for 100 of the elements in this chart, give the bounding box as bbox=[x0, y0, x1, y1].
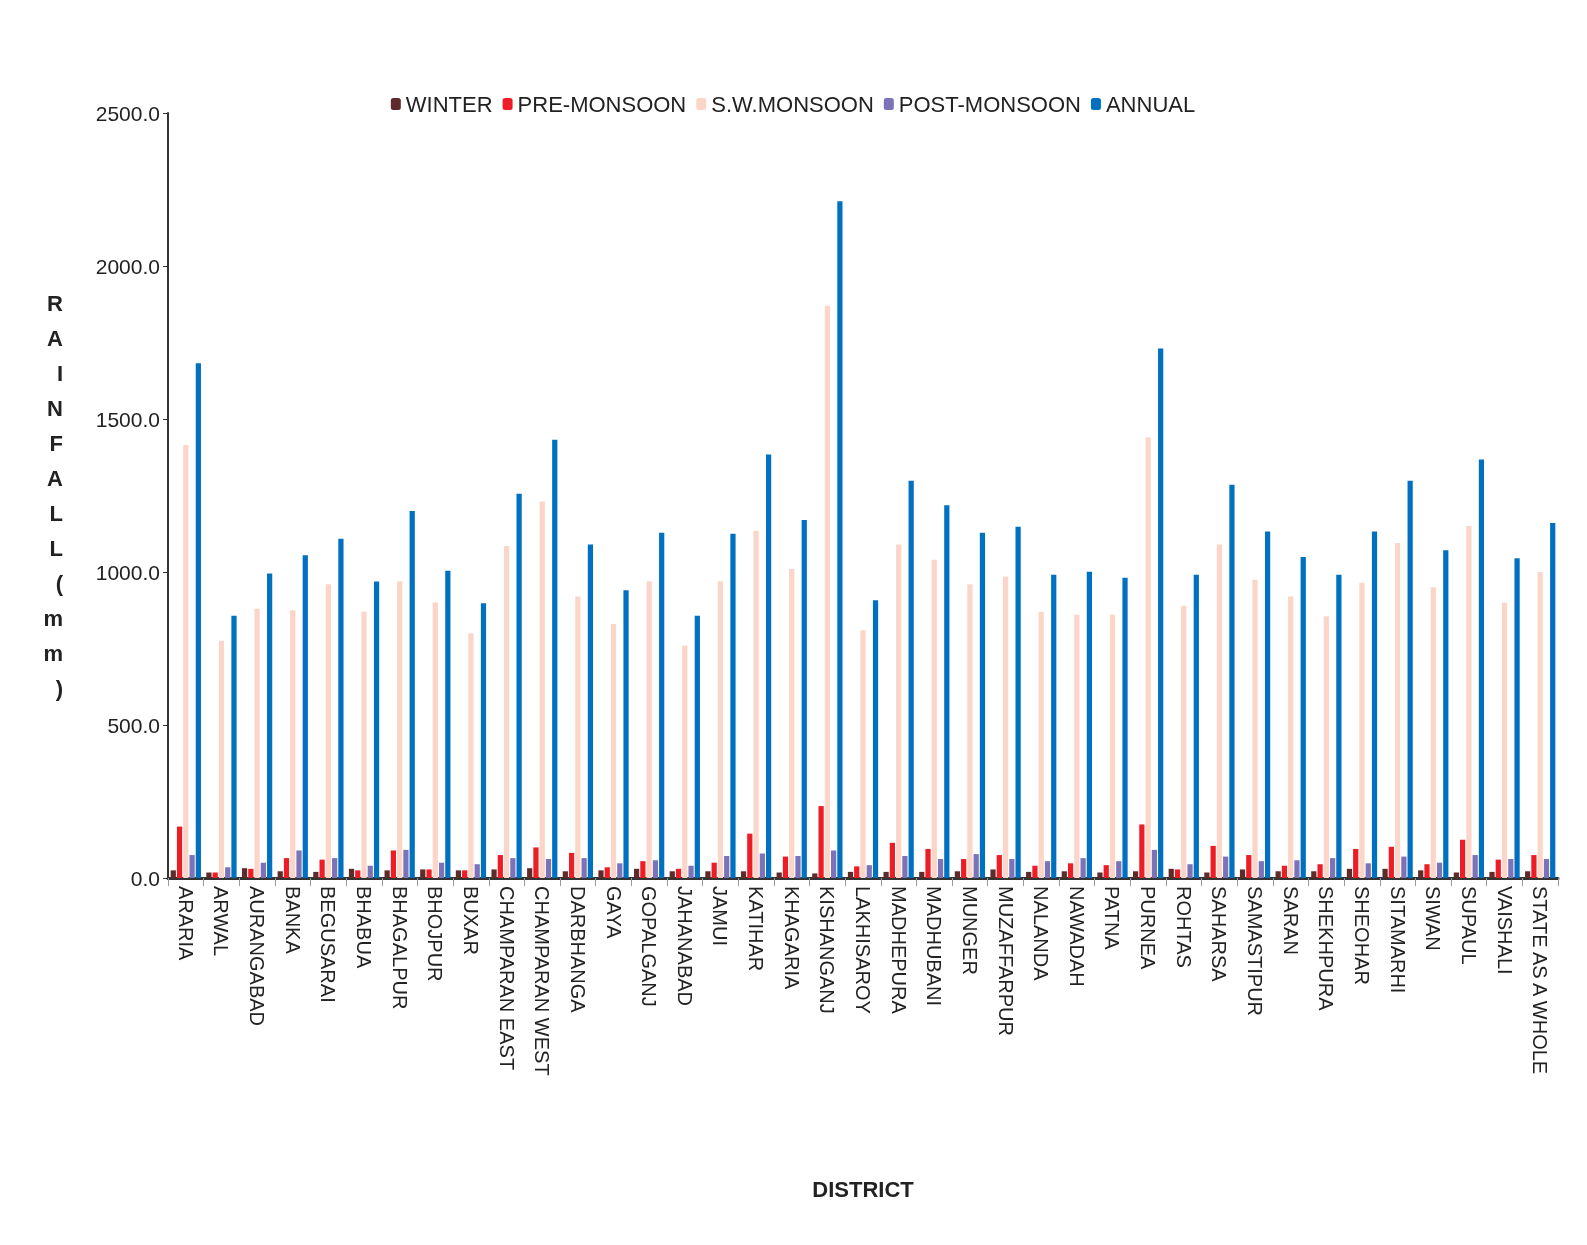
bar bbox=[1061, 871, 1067, 878]
bar bbox=[1401, 856, 1407, 878]
legend-label: WINTER bbox=[405, 91, 493, 117]
bar bbox=[468, 633, 474, 878]
bar bbox=[1281, 865, 1288, 878]
bar bbox=[260, 862, 266, 878]
bar bbox=[1109, 614, 1116, 878]
bar bbox=[426, 869, 432, 878]
x-tick-label: BANKA bbox=[281, 886, 304, 955]
bar bbox=[789, 568, 795, 878]
x-tick-label: CHAMPARAN EAST bbox=[495, 886, 518, 1071]
bar bbox=[996, 855, 1002, 878]
bar bbox=[1300, 557, 1306, 878]
bar bbox=[397, 581, 403, 878]
bar bbox=[319, 859, 325, 878]
bar bbox=[189, 855, 195, 878]
bar bbox=[634, 868, 640, 878]
bar bbox=[617, 863, 623, 878]
bar bbox=[1158, 348, 1164, 878]
x-tick-label: BUXAR bbox=[459, 886, 482, 955]
x-tick-label: SHEOHAR bbox=[1350, 886, 1373, 985]
x-tick-label: MUNGER bbox=[958, 886, 981, 975]
x-tick-label: BHOJPUR bbox=[424, 886, 447, 982]
bar bbox=[1264, 531, 1271, 878]
x-tick-label: SARAN bbox=[1279, 886, 1302, 955]
bar bbox=[824, 305, 830, 878]
bar bbox=[837, 201, 843, 878]
x-tick-label: KHAGARIA bbox=[780, 886, 803, 991]
bar bbox=[1382, 868, 1388, 878]
bar bbox=[1460, 839, 1466, 878]
bar bbox=[1531, 855, 1537, 878]
bar bbox=[1044, 861, 1051, 878]
bar bbox=[973, 854, 979, 878]
bar bbox=[902, 855, 908, 878]
bar bbox=[954, 871, 960, 878]
bar bbox=[348, 868, 355, 878]
bar bbox=[462, 870, 468, 878]
bar bbox=[1223, 856, 1229, 878]
x-tick-label: SUPAUL bbox=[1457, 886, 1480, 965]
bar bbox=[640, 861, 646, 878]
bar bbox=[711, 862, 717, 878]
bar bbox=[990, 869, 996, 878]
bar bbox=[552, 439, 558, 878]
bar bbox=[497, 855, 503, 878]
bar bbox=[1525, 871, 1531, 878]
bar bbox=[332, 858, 338, 878]
bar bbox=[782, 856, 789, 878]
bar bbox=[325, 584, 331, 878]
x-tick-label: ARARIA bbox=[174, 886, 197, 962]
bar bbox=[455, 870, 462, 878]
bar bbox=[338, 538, 344, 878]
bar bbox=[1204, 872, 1210, 878]
bar bbox=[1103, 865, 1109, 878]
bar bbox=[1472, 855, 1478, 878]
bar bbox=[669, 871, 675, 878]
bar bbox=[896, 544, 902, 878]
x-tick-label: NAWADAH bbox=[1065, 886, 1088, 987]
bar bbox=[384, 870, 390, 878]
bar bbox=[539, 501, 545, 878]
bar bbox=[1139, 824, 1145, 878]
x-tick-label: SIWAN bbox=[1422, 886, 1445, 951]
bar bbox=[355, 870, 361, 878]
bar bbox=[1002, 576, 1009, 878]
bar bbox=[1537, 572, 1543, 878]
x-tick-label: JAMUI bbox=[709, 886, 732, 946]
bar bbox=[480, 603, 487, 878]
bar bbox=[598, 870, 604, 878]
bar bbox=[795, 855, 801, 878]
bar bbox=[1145, 437, 1151, 878]
bar bbox=[979, 532, 986, 878]
bar bbox=[170, 870, 176, 878]
bar bbox=[1443, 550, 1449, 878]
bar bbox=[183, 445, 189, 878]
x-tick-label: SHEKHPURA bbox=[1315, 886, 1338, 1012]
bar bbox=[195, 363, 201, 878]
bar bbox=[225, 867, 231, 878]
bar bbox=[313, 871, 319, 878]
bar bbox=[1478, 459, 1485, 878]
bar bbox=[1026, 871, 1032, 878]
x-tick-label: KATIHAR bbox=[745, 886, 768, 972]
bar bbox=[1514, 558, 1520, 878]
bar bbox=[409, 511, 415, 878]
x-tick-label: PURNEA bbox=[1137, 886, 1160, 971]
bar bbox=[623, 590, 629, 878]
bar bbox=[847, 871, 854, 878]
bar bbox=[241, 868, 248, 878]
y-tick-label: 2000.0 bbox=[95, 254, 160, 278]
bar bbox=[1407, 480, 1413, 878]
bar bbox=[717, 581, 724, 878]
x-tick-label: ROHTAS bbox=[1172, 886, 1195, 968]
bar bbox=[831, 850, 837, 878]
bar bbox=[267, 573, 273, 878]
x-tick-label: CHAMPARAN WEST bbox=[531, 886, 554, 1076]
bar bbox=[1275, 871, 1281, 878]
bar bbox=[1336, 574, 1342, 878]
bar bbox=[1168, 868, 1174, 878]
bar bbox=[296, 850, 302, 878]
bar bbox=[1032, 865, 1038, 878]
x-tick-label: MADHEPURA bbox=[887, 886, 910, 1015]
y-tick-label: 1000.0 bbox=[95, 560, 160, 584]
